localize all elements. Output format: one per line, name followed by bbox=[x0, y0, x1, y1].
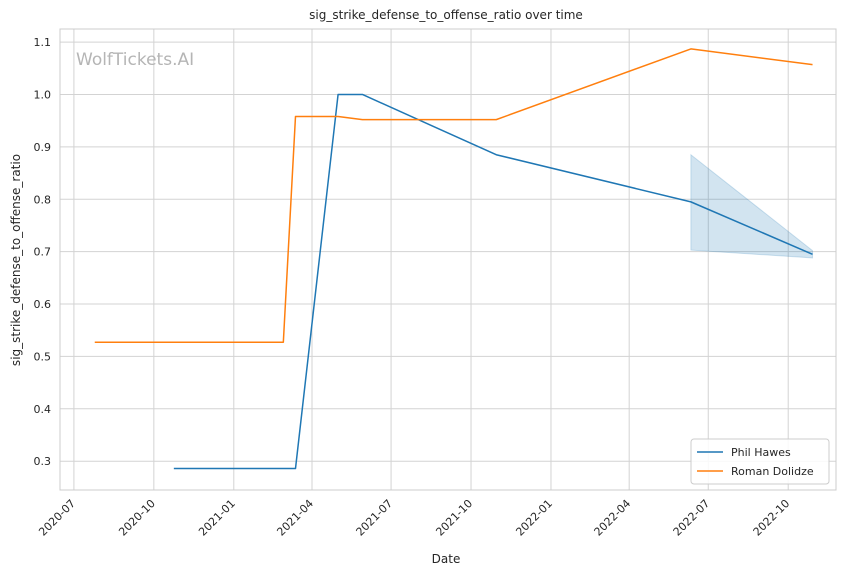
legend-label: Phil Hawes bbox=[731, 446, 791, 459]
confidence-bands bbox=[690, 153, 814, 259]
x-tick-label: 2022-07 bbox=[671, 497, 713, 539]
y-tick-label: 1.0 bbox=[34, 88, 52, 101]
x-tick-label: 2022-01 bbox=[513, 497, 555, 539]
x-axis-title: Date bbox=[432, 552, 461, 566]
y-tick-label: 0.8 bbox=[34, 193, 52, 206]
x-tick-label: 2022-04 bbox=[592, 497, 634, 539]
x-axis-ticks: 2020-07 2020-10 2021-01 2021-04 2021-07 2021-… bbox=[36, 497, 792, 539]
series-lines bbox=[94, 48, 813, 470]
legend: Phil Hawes Roman Dolidze bbox=[690, 438, 830, 485]
chart-title: sig_strike_defense_to_offense_ratio over… bbox=[309, 8, 583, 22]
legend-box bbox=[690, 438, 830, 485]
x-tick-label: 2021-01 bbox=[196, 497, 238, 539]
y-tick-label: 0.9 bbox=[34, 141, 52, 154]
legend-label: Roman Dolidze bbox=[731, 465, 814, 478]
y-axis-ticks: 0.3 0.4 0.5 0.6 0.7 0.8 0.9 1.0 1.1 bbox=[34, 36, 52, 468]
confidence-band bbox=[690, 153, 814, 259]
y-tick-label: 1.1 bbox=[34, 36, 52, 49]
plot-frame bbox=[59, 28, 837, 491]
series-line-phil-hawes bbox=[173, 93, 813, 470]
series-line-roman-dolidze bbox=[94, 48, 813, 344]
x-tick-label: 2021-04 bbox=[274, 497, 316, 539]
y-tick-label: 0.4 bbox=[34, 403, 52, 416]
y-tick-label: 0.6 bbox=[34, 298, 52, 311]
grid bbox=[60, 29, 836, 490]
y-tick-label: 0.3 bbox=[34, 455, 52, 468]
x-tick-label: 2021-07 bbox=[354, 497, 396, 539]
x-tick-label: 2022-10 bbox=[751, 497, 793, 539]
y-tick-label: 0.5 bbox=[34, 350, 52, 363]
x-tick-label: 2021-10 bbox=[433, 497, 475, 539]
y-axis-title: sig_strike_defense_to_offense_ratio bbox=[9, 154, 23, 366]
x-tick-label: 2020-07 bbox=[36, 497, 78, 539]
watermark-text: WolfTickets.AI bbox=[76, 50, 194, 70]
x-tick-label: 2020-10 bbox=[116, 497, 158, 539]
y-tick-label: 0.7 bbox=[34, 246, 52, 259]
